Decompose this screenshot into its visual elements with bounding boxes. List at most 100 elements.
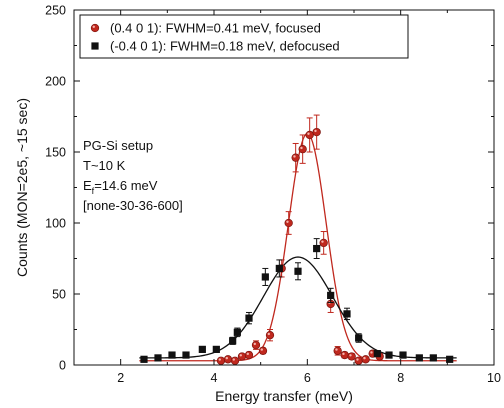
x-tick-label: 10 <box>487 371 501 385</box>
marker-highlight <box>356 358 359 361</box>
data-point-0-9 <box>284 211 293 235</box>
marker-highlight <box>300 146 303 150</box>
marker-highlight <box>342 352 345 356</box>
marker-highlight <box>239 354 242 357</box>
data-point-0-7 <box>265 329 275 342</box>
square-marker <box>198 345 206 353</box>
annotation-line-1: T~10 K <box>83 158 126 173</box>
x-tick-label: 2 <box>117 371 124 385</box>
data-point-1-6 <box>229 336 237 345</box>
legend: (0.4 0 1): FWHM=0.41 meV, focused (-0.4 0… <box>79 14 409 59</box>
data-point-0-4 <box>244 350 254 360</box>
square-marker <box>229 337 237 345</box>
data-point-0-12 <box>305 117 314 153</box>
marker-highlight <box>314 129 317 133</box>
y-tick-label: 250 <box>45 4 66 18</box>
annotation: PG-Si setup T~10 K Ef=14.6 meV [none-30-36-… <box>83 138 183 213</box>
square-marker <box>446 355 454 363</box>
circle-marker <box>237 352 247 361</box>
data-point-1-8 <box>245 311 253 325</box>
data-point-0-11 <box>298 134 307 164</box>
data-point-0-5 <box>251 340 261 350</box>
data-point-1-7 <box>233 327 241 338</box>
data-point-0-20 <box>361 355 370 364</box>
annotation-line-3: [none-30-36-600] <box>83 198 183 213</box>
data-point-1-9 <box>261 267 269 286</box>
data-point-1-14 <box>343 307 351 321</box>
square-marker <box>429 354 437 362</box>
annotation-text: E <box>83 178 92 193</box>
square-marker <box>168 351 176 359</box>
marker-highlight <box>307 132 310 135</box>
circle-marker <box>361 355 370 364</box>
marker-highlight <box>335 348 338 351</box>
x-tick-label: 8 <box>397 371 404 385</box>
circle-marker <box>216 356 226 365</box>
circle-marker <box>251 340 261 350</box>
data-point-1-15 <box>355 333 363 343</box>
marker-highlight <box>349 354 352 357</box>
square-marker <box>154 354 162 362</box>
square-marker <box>140 355 148 363</box>
annotation-subscript: f <box>92 186 95 196</box>
annotation-text: T~10 K <box>83 158 126 173</box>
square-marker <box>385 351 393 359</box>
square-marker <box>261 273 269 281</box>
y-tick-label: 150 <box>45 146 66 160</box>
annotation-text: [none-30-36-600] <box>83 198 183 213</box>
square-marker <box>327 291 335 300</box>
marker-highlight <box>253 342 256 346</box>
annotation-line-0: PG-Si setup <box>83 138 153 153</box>
annotation-value: =14.6 meV <box>94 178 158 193</box>
legend-entry-1: (-0.4 0 1): FWHM=0.18 meV, defocused <box>91 39 340 54</box>
data-point-0-6 <box>258 346 268 355</box>
x-tick-label: 6 <box>304 371 311 385</box>
marker-highlight <box>370 351 373 354</box>
square-marker <box>313 244 321 253</box>
data-point-1-1 <box>154 354 162 362</box>
circle-marker <box>319 238 328 248</box>
data-point-1-0 <box>140 355 148 363</box>
marker-highlight <box>267 332 270 336</box>
data-point-1-4 <box>198 345 206 353</box>
circle-marker <box>244 350 254 360</box>
circle-marker <box>340 350 349 360</box>
data-point-0-16 <box>333 346 342 356</box>
data-point-1-13 <box>327 287 335 304</box>
marker-highlight <box>286 220 289 223</box>
square-marker <box>294 267 302 275</box>
legend-box <box>79 14 409 59</box>
marker-highlight <box>321 240 324 243</box>
data-point-0-1 <box>223 355 233 364</box>
data-point-0-13 <box>312 114 321 150</box>
x-axis-title: Energy transfer (meV) <box>215 388 353 404</box>
circle-marker <box>333 346 342 355</box>
legend-marker-highlight <box>92 25 96 28</box>
circle-marker <box>230 356 240 365</box>
circle-marker <box>305 130 314 140</box>
data-point-0-3 <box>237 352 247 361</box>
data-point-1-3 <box>182 351 190 359</box>
circle-marker <box>265 331 275 340</box>
legend-square-marker <box>91 42 99 50</box>
marker-highlight <box>293 155 296 158</box>
data-point-0-10 <box>291 142 300 173</box>
data-point-1-12 <box>313 238 321 259</box>
data-point-0-17 <box>340 350 349 360</box>
y-tick-label: 200 <box>45 75 66 89</box>
circle-marker <box>354 356 363 365</box>
y-tick-label: 50 <box>52 288 66 302</box>
data-point-0-18 <box>347 352 356 361</box>
legend-circle-marker <box>90 23 100 33</box>
y-tick-label: 0 <box>59 359 66 373</box>
data-point-1-17 <box>385 351 393 359</box>
data-point-0-14 <box>319 231 328 255</box>
data-point-1-11 <box>294 262 302 281</box>
annotation-line-2: Ef=14.6 meV <box>83 178 158 196</box>
marker-highlight <box>363 356 366 360</box>
square-marker <box>343 310 351 318</box>
plot-area <box>139 114 457 365</box>
square-marker <box>399 351 407 359</box>
